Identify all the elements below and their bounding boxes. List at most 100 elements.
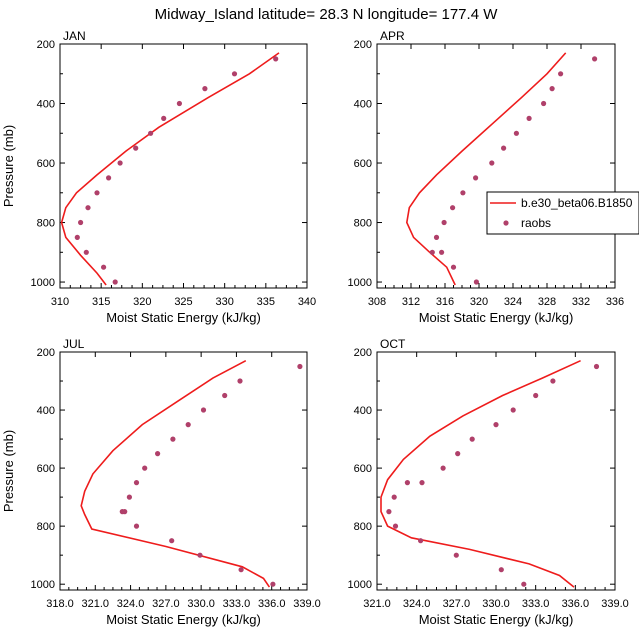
x-tick-label: 327.0 [152, 598, 180, 610]
obs-point [270, 581, 276, 587]
x-tick-label: 330.0 [187, 598, 215, 610]
obs-point [460, 190, 466, 196]
obs-point [273, 56, 279, 62]
obs-point [142, 465, 148, 471]
x-tick-label: 316 [436, 296, 454, 308]
x-tick-label: 333.0 [522, 598, 550, 610]
obs-point [133, 523, 140, 529]
obs-point [593, 363, 600, 370]
y-tick-label: 600 [37, 463, 55, 475]
obs-point [392, 523, 399, 529]
obs-point [550, 378, 556, 384]
x-tick-label: 308 [368, 296, 386, 308]
panel-jul: JUL 318.0 321.0 324.0 327.0 330.0 333.0 336.0 33… [1, 337, 321, 627]
x-tick-label: 328 [538, 296, 556, 308]
obs-point [541, 100, 547, 107]
obs-point [148, 130, 154, 136]
x-tick-label: 339.0 [293, 598, 321, 610]
obs-point [469, 436, 475, 442]
x-axis-label: Moist Static Energy (kJ/kg) [106, 310, 261, 325]
obs-point [440, 465, 446, 471]
x-tick-label: 320 [470, 296, 488, 308]
y-tick-label: 800 [37, 521, 55, 533]
obs-point [170, 436, 176, 442]
obs-point [441, 219, 447, 226]
obs-point [453, 552, 459, 558]
obs-point [391, 494, 397, 500]
obs-point [200, 407, 207, 413]
panel-oct: OCT 321.0 324.0 327.0 330.0 333.0 336.0 339.0 20… [348, 337, 629, 627]
y-tick-label: 1000 [348, 277, 372, 289]
obs-point [404, 480, 410, 486]
x-tick-label: 332 [572, 296, 590, 308]
panel-jan: JAN 310 315 320 325 330 335 340 200 400 600 800 1000… [1, 29, 316, 325]
x-axis-label: Moist Static Energy (kJ/kg) [419, 310, 574, 325]
x-tick-label: 315 [92, 296, 110, 308]
y-tick-label: 600 [354, 463, 372, 475]
obs-point [85, 205, 91, 211]
x-tick-label: 330.0 [482, 598, 510, 610]
x-tick-label: 320 [133, 296, 151, 308]
model-series-line [405, 52, 567, 286]
y-tick-label: 800 [354, 521, 372, 533]
obs-point [473, 175, 479, 181]
obs-point [513, 130, 520, 136]
y-tick-label: 200 [37, 347, 55, 359]
y-axis-label: Pressure (mb) [1, 125, 16, 207]
obs-point [112, 279, 118, 285]
y-tick-label: 1000 [31, 277, 55, 289]
obs-point [419, 480, 425, 486]
panel-label: JUL [63, 337, 85, 351]
x-tick-label: 340 [298, 296, 316, 308]
obs-point [94, 190, 100, 196]
obs-point [126, 494, 132, 500]
y-tick-label: 200 [37, 39, 55, 51]
y-tick-label: 1000 [348, 579, 372, 591]
y-tick-label: 200 [354, 39, 372, 51]
obs-point [237, 378, 243, 384]
model-series-line [380, 359, 581, 588]
obs-point [133, 145, 139, 151]
legend-obs-label: raobs [521, 216, 551, 230]
obs-point [521, 581, 527, 587]
model-series-line [80, 359, 271, 588]
x-tick-label: 333.0 [223, 598, 251, 610]
obs-point [501, 145, 507, 151]
x-tick-label: 335 [257, 296, 275, 308]
y-tick-label: 200 [354, 347, 372, 359]
x-tick-label: 318.0 [46, 598, 74, 610]
obs-point [101, 264, 107, 270]
panel-label: APR [380, 29, 405, 43]
obs-point [155, 451, 161, 457]
obs-point [489, 160, 495, 166]
y-tick-label: 800 [354, 218, 372, 230]
x-tick-label: 330 [215, 296, 233, 308]
x-tick-label: 321.0 [363, 598, 391, 610]
panel-label: OCT [380, 337, 406, 351]
legend-frame [486, 191, 639, 235]
obs-point [429, 249, 435, 255]
plot-area [60, 52, 280, 286]
obs-point [433, 234, 440, 240]
x-tick-label: 324.0 [403, 598, 431, 610]
x-tick-label: 339.0 [601, 598, 629, 610]
plot-frame [59, 351, 308, 591]
x-tick-label: 336.0 [562, 598, 590, 610]
obs-point [122, 509, 128, 515]
obs-point [74, 234, 80, 240]
y-tick-label: 800 [37, 218, 55, 230]
x-axis-label: Moist Static Energy (kJ/kg) [419, 612, 574, 627]
y-tick-label: 400 [37, 99, 55, 111]
figure-title: Midway_Island latitude= 28.3 N longitude… [155, 6, 499, 23]
obs-point [473, 279, 479, 285]
obs-point [526, 115, 532, 121]
obs-point [202, 86, 208, 92]
obs-point [498, 567, 504, 573]
obs-point [185, 422, 191, 428]
x-tick-label: 327.0 [443, 598, 471, 610]
plot-frame [376, 43, 616, 289]
y-tick-label: 600 [37, 158, 55, 170]
y-axis-label: Pressure (mb) [1, 430, 16, 512]
obs-point [386, 509, 392, 515]
